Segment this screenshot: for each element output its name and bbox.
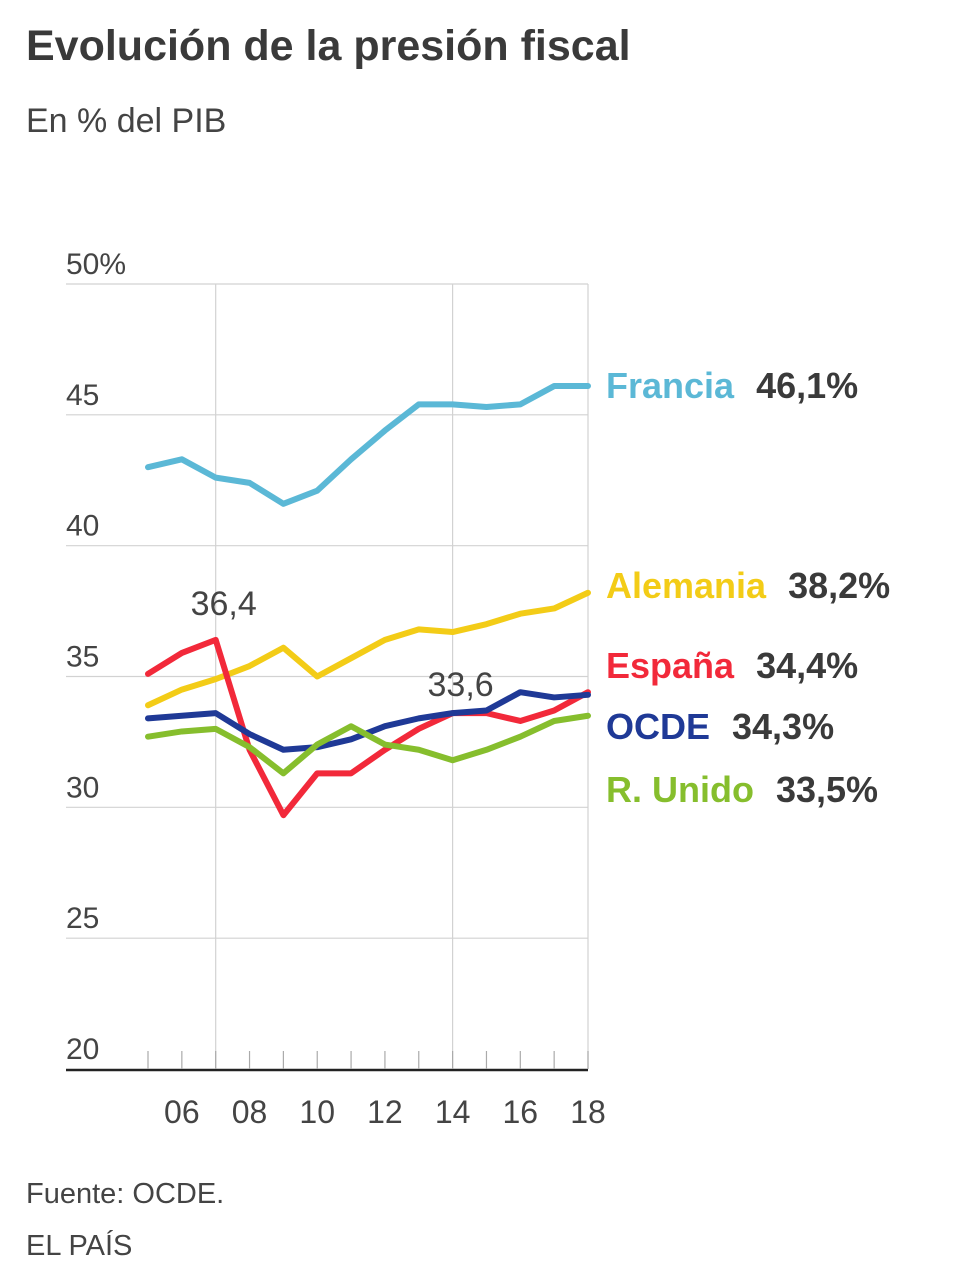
y-tick-label: 45: [66, 379, 99, 412]
x-tick-label: 06: [164, 1094, 200, 1130]
series-line-r-unido: [145, 712, 591, 777]
series-line-alemania: [145, 589, 591, 709]
chart-labels: 20 25 30 35 40 45 50% 06 08 10 12 14 16 18 Francia 46,1…: [66, 248, 890, 1130]
value-annotation: 36,4: [191, 585, 257, 623]
series-label-alemania: Alemania: [606, 565, 767, 606]
series-label-ocde: OCDE: [606, 706, 710, 747]
x-tick-label: 14: [435, 1094, 471, 1130]
series-line-espana: [145, 636, 591, 819]
series-label-espana: España: [606, 645, 735, 686]
chart-subtitle: En % del PIB: [26, 102, 227, 140]
y-tick-label: 20: [66, 1033, 99, 1066]
series-value-francia: 46,1%: [756, 365, 858, 406]
series-value-espana: 34,4%: [756, 645, 858, 686]
x-tick-label: 08: [232, 1094, 268, 1130]
y-tick-label: 25: [66, 902, 99, 935]
value-annotation: 33,6: [428, 666, 494, 704]
series-value-r-unido: 33,5%: [776, 769, 878, 810]
series-value-ocde: 34,3%: [732, 706, 834, 747]
series-lines: [145, 383, 591, 819]
y-tick-label: 40: [66, 510, 99, 543]
series-value-alemania: 38,2%: [788, 565, 890, 606]
series-label-r-unido: R. Unido: [606, 769, 754, 810]
y-tick-label: 35: [66, 641, 99, 674]
source-note: Fuente: OCDE.: [26, 1178, 225, 1210]
x-tick-label: 10: [299, 1094, 335, 1130]
x-tick-label: 12: [367, 1094, 403, 1130]
y-tick-label: 30: [66, 771, 99, 804]
y-tick-label: 50%: [66, 248, 126, 281]
x-tick-label: 16: [503, 1094, 539, 1130]
axes: [66, 1051, 589, 1072]
series-label-francia: Francia: [606, 365, 735, 406]
gridlines: [66, 283, 589, 1069]
publisher-brand: EL PAÍS: [26, 1230, 133, 1262]
series-line-francia: [145, 383, 591, 507]
x-tick-label: 18: [570, 1094, 606, 1130]
chart-title: Evolución de la presión fiscal: [26, 22, 631, 70]
